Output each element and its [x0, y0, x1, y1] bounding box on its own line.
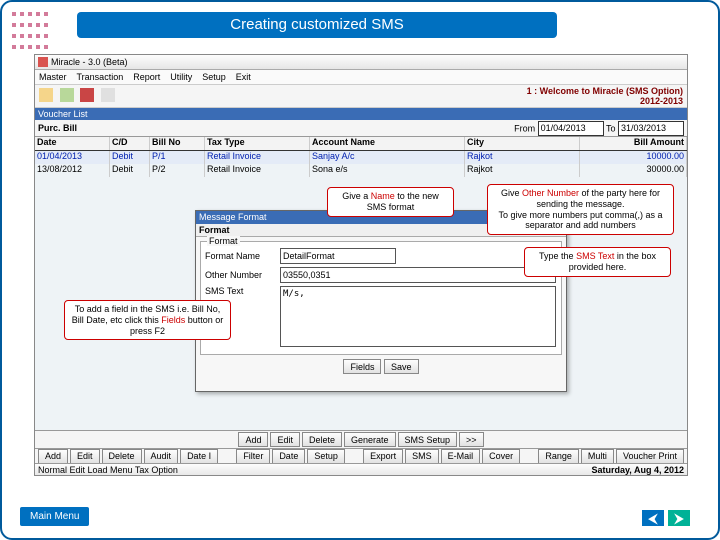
col-billno: Bill No	[150, 137, 205, 150]
footer-filter[interactable]: Filter	[236, 449, 270, 464]
sms-text-input[interactable]: M/s,	[280, 286, 556, 347]
window-titlebar: Miracle - 3.0 (Beta)	[35, 55, 687, 70]
other-number-input[interactable]	[280, 267, 556, 283]
toolbar-icon[interactable]	[39, 88, 53, 102]
footer-email[interactable]: E-Mail	[441, 449, 481, 464]
sms-setup-button[interactable]: SMS Setup	[398, 432, 458, 447]
filter-row: Purc. Bill From To	[35, 120, 687, 137]
app-title: Miracle - 3.0 (Beta)	[51, 57, 128, 67]
to-date-input[interactable]	[618, 121, 684, 136]
footer-delete[interactable]: Delete	[102, 449, 142, 464]
voucher-type: Purc. Bill	[38, 123, 77, 133]
col-date: Date	[35, 137, 110, 150]
status-bar: Normal Edit Load Menu Tax Option Saturda…	[35, 463, 687, 475]
edit-button[interactable]: Edit	[270, 432, 300, 447]
toolbar-icon[interactable]	[101, 88, 115, 102]
footer-range[interactable]: Range	[538, 449, 579, 464]
from-label: From	[514, 123, 535, 133]
app-icon	[38, 57, 48, 67]
toolbar-icon[interactable]	[80, 88, 94, 102]
message-format-dialog: Message Format Format Format Format Name…	[195, 210, 567, 392]
dialog-action-row: Add Edit Delete Generate SMS Setup >>	[35, 430, 687, 448]
callout-other-number: Give Other Number of the party here for …	[487, 184, 674, 235]
menu-report[interactable]: Report	[133, 70, 160, 84]
to-label: To	[606, 123, 616, 133]
status-right: Saturday, Aug 4, 2012	[591, 464, 684, 475]
voucher-list-header: Voucher List	[35, 108, 687, 120]
main-menu-button[interactable]: Main Menu	[20, 507, 89, 526]
decorative-dots	[10, 10, 50, 54]
menu-master[interactable]: Master	[39, 70, 67, 84]
col-taxtype: Tax Type	[205, 137, 310, 150]
delete-button[interactable]: Delete	[302, 432, 342, 447]
footer-add[interactable]: Add	[38, 449, 68, 464]
col-cd: C/D	[110, 137, 150, 150]
callout-sms-text: Type the SMS Text in the box provided he…	[524, 247, 671, 277]
menu-transaction[interactable]: Transaction	[77, 70, 124, 84]
footer-datei[interactable]: Date I	[180, 449, 218, 464]
callout-format-name: Give a Name to the new SMS format	[327, 187, 454, 217]
slide-title: Creating customized SMS	[77, 12, 557, 38]
callout-fields-button: To add a field in the SMS i.e. Bill No, …	[64, 300, 231, 340]
table-row[interactable]: 13/08/2012 Debit P/2 Retail Invoice Sona…	[35, 164, 687, 177]
save-button[interactable]: Save	[384, 359, 419, 374]
footer-audit[interactable]: Audit	[144, 449, 179, 464]
slide-nav: ⮜ ⮞	[642, 510, 690, 526]
footer-date[interactable]: Date	[272, 449, 305, 464]
menu-bar: Master Transaction Report Utility Setup …	[35, 70, 687, 85]
from-date-input[interactable]	[538, 121, 604, 136]
menu-setup[interactable]: Setup	[202, 70, 226, 84]
footer-edit[interactable]: Edit	[70, 449, 100, 464]
format-name-label: Format Name	[205, 251, 280, 261]
footer-setup[interactable]: Setup	[307, 449, 345, 464]
generate-button[interactable]: Generate	[344, 432, 396, 447]
group-legend: Format	[207, 236, 240, 246]
footer-cover[interactable]: Cover	[482, 449, 520, 464]
next-slide-icon[interactable]: ⮞	[668, 510, 690, 526]
fields-button[interactable]: Fields	[343, 359, 381, 374]
toolbar-icon[interactable]	[60, 88, 74, 102]
menu-utility[interactable]: Utility	[170, 70, 192, 84]
other-number-label: Other Number	[205, 270, 280, 280]
status-left: Normal Edit Load Menu Tax Option	[38, 464, 178, 475]
next-button[interactable]: >>	[459, 432, 484, 447]
add-button[interactable]: Add	[238, 432, 268, 447]
footer-vprint[interactable]: Voucher Print	[616, 449, 684, 464]
col-amount: Bill Amount	[580, 137, 687, 150]
format-name-input[interactable]	[280, 248, 396, 264]
toolbar: 1 : Welcome to Miracle (SMS Option)2012-…	[35, 85, 687, 108]
footer-export[interactable]: Export	[363, 449, 403, 464]
welcome-text: 1 : Welcome to Miracle (SMS Option)2012-…	[527, 86, 683, 106]
table-row[interactable]: 01/04/2013 Debit P/1 Retail Invoice Sanj…	[35, 151, 687, 164]
footer-button-row: Add Edit Delete Audit Date I Filter Date…	[35, 448, 687, 463]
col-account: Account Name	[310, 137, 465, 150]
menu-exit[interactable]: Exit	[236, 70, 251, 84]
footer-sms[interactable]: SMS	[405, 449, 439, 464]
col-city: City	[465, 137, 580, 150]
voucher-grid: Date C/D Bill No Tax Type Account Name C…	[35, 137, 687, 177]
sms-text-label: SMS Text	[205, 286, 280, 296]
prev-slide-icon[interactable]: ⮜	[642, 510, 664, 526]
footer-multi[interactable]: Multi	[581, 449, 614, 464]
